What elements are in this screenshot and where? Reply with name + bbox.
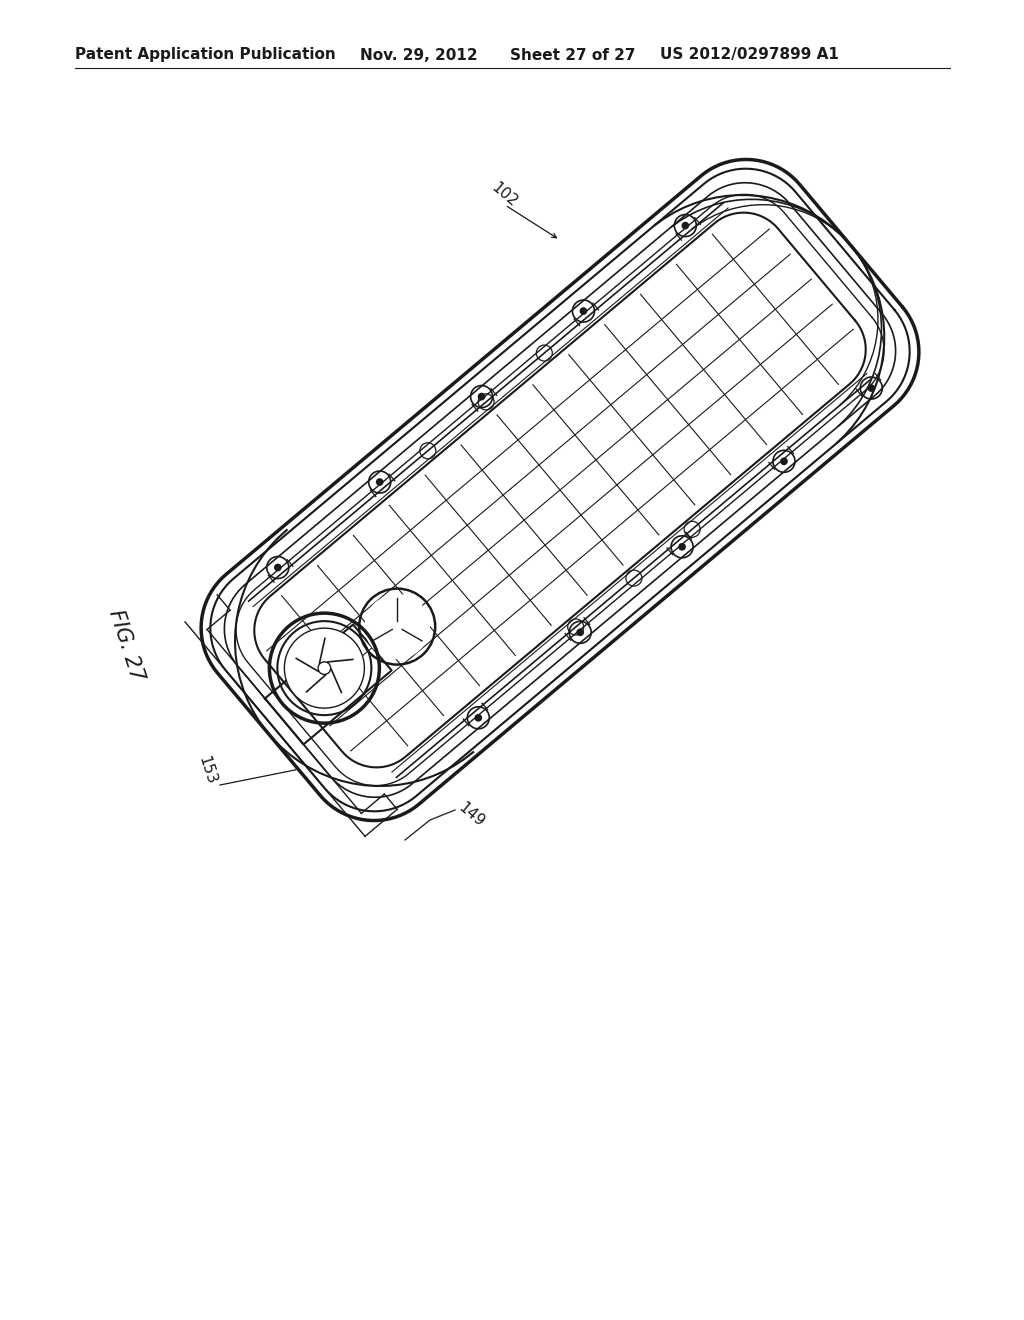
- Circle shape: [867, 384, 876, 392]
- Circle shape: [478, 392, 485, 400]
- Circle shape: [376, 478, 384, 486]
- Circle shape: [274, 564, 282, 572]
- Text: 153: 153: [195, 754, 218, 787]
- Text: Nov. 29, 2012: Nov. 29, 2012: [360, 48, 477, 62]
- Circle shape: [474, 714, 482, 722]
- Text: 149: 149: [455, 800, 486, 830]
- Circle shape: [678, 543, 686, 550]
- Circle shape: [580, 308, 588, 315]
- Text: 102: 102: [488, 180, 520, 210]
- Text: US 2012/0297899 A1: US 2012/0297899 A1: [660, 48, 839, 62]
- Circle shape: [780, 458, 787, 465]
- Text: FIG. 27: FIG. 27: [105, 607, 147, 684]
- Circle shape: [366, 594, 429, 659]
- Polygon shape: [201, 160, 919, 821]
- Text: Sheet 27 of 27: Sheet 27 of 27: [510, 48, 636, 62]
- Circle shape: [286, 630, 364, 708]
- Text: Patent Application Publication: Patent Application Publication: [75, 48, 336, 62]
- Circle shape: [682, 222, 689, 230]
- Polygon shape: [254, 213, 865, 767]
- Circle shape: [577, 628, 584, 636]
